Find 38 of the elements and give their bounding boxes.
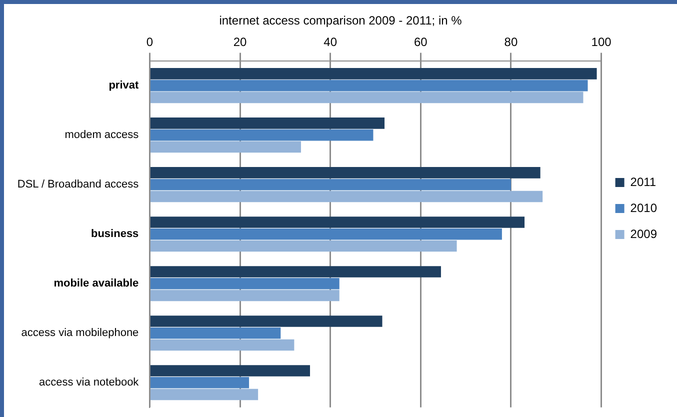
bar bbox=[150, 278, 340, 290]
bar bbox=[150, 316, 382, 327]
bar bbox=[150, 92, 584, 104]
y-tick-label: access via notebook bbox=[39, 376, 140, 389]
y-tick-label: modem access bbox=[64, 129, 140, 142]
y-tick-label: mobile available bbox=[54, 278, 139, 290]
y-tick-label: access via mobilephone bbox=[21, 327, 139, 340]
x-tick-label: 80 bbox=[504, 34, 518, 49]
x-tick-label: 40 bbox=[324, 34, 338, 49]
bar bbox=[150, 377, 250, 388]
legend-label: 2010 bbox=[630, 200, 658, 215]
legend-label: 2009 bbox=[630, 226, 658, 241]
bar bbox=[150, 129, 374, 141]
bar bbox=[150, 167, 540, 178]
bar bbox=[150, 118, 385, 129]
x-tick-label: 20 bbox=[233, 34, 247, 49]
x-tick-label: 100 bbox=[591, 34, 612, 49]
bar bbox=[150, 141, 301, 153]
y-tick-label: DSL / Broadband access bbox=[17, 178, 140, 191]
y-tick-label: business bbox=[90, 228, 139, 240]
bar bbox=[150, 228, 502, 240]
bar bbox=[150, 190, 543, 202]
bar bbox=[150, 80, 588, 92]
bar bbox=[150, 388, 258, 400]
chart-title: internet access comparison 2009 - 2011; in % bbox=[219, 14, 462, 28]
legend-label: 2011 bbox=[630, 174, 656, 189]
y-tick-label: privat bbox=[108, 80, 140, 92]
bar bbox=[150, 68, 597, 80]
bar bbox=[150, 327, 281, 339]
bar bbox=[150, 339, 294, 351]
bar bbox=[150, 178, 511, 190]
bar bbox=[150, 266, 441, 278]
x-tick-label: 60 bbox=[414, 34, 428, 49]
bar bbox=[150, 240, 457, 252]
bar bbox=[150, 365, 310, 376]
bar bbox=[150, 216, 525, 228]
x-tick-label: 0 bbox=[146, 34, 154, 49]
bar bbox=[150, 290, 340, 302]
